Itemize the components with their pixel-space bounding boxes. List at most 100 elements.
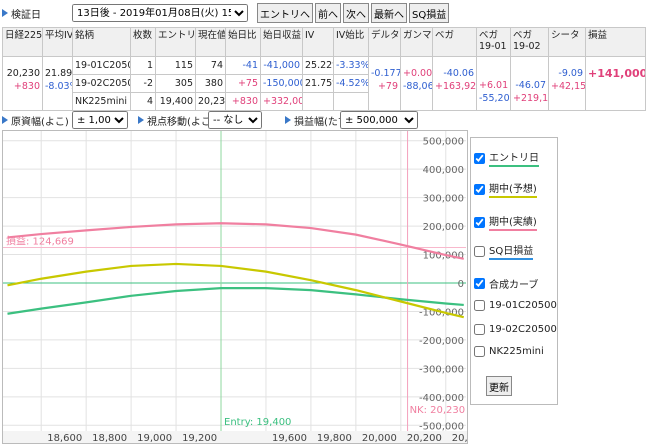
summary-value: +163,927 (435, 81, 477, 92)
x-tick-label: 19,200 (182, 433, 217, 444)
legend-item[interactable]: エントリ日 (474, 149, 539, 167)
positions-table: 日経225 平均IV 銘柄 枚数 エントリ 現在値 始日比 始日収益 IV IV始比 デルタ ガンマベ… (2, 27, 646, 111)
table-cell: -3.33% (333, 56, 369, 75)
x-tick-label: 19,600 (272, 433, 307, 444)
control-label: 原資幅(よこ) (11, 116, 69, 128)
toolbar-button[interactable]: SQ損益 (409, 3, 450, 23)
control-label-wrap: 視点移動(よこ) (138, 112, 215, 128)
header-cell: 平均IV (42, 27, 73, 57)
y-tick-label: 500,000 (423, 137, 464, 148)
date-select[interactable]: 13日後 - 2019年01月08日(火) 15:15 NK:20230 (72, 4, 248, 22)
summary-value: +141,000 (588, 67, 646, 80)
summary-value: -0.177 (371, 68, 401, 79)
y-tick-label: -200,000 (419, 336, 464, 347)
legend: エントリ日期中(予想) 期中(実績) SQ日損益合成カーブ 19-01C20500 19… (470, 137, 558, 405)
summary-value: -9.09 (558, 68, 583, 79)
table-cell: 21.75% (302, 74, 334, 93)
summary-cell: +6.01 -55,207 (476, 56, 511, 111)
header-cell: シータ (548, 27, 586, 57)
toolbar-button[interactable]: エントリへ (257, 3, 313, 23)
table-cell: +75 (225, 74, 261, 93)
summary-value: +79 (377, 81, 398, 92)
header-cell: デルタ (368, 27, 401, 57)
toolbar-button[interactable]: 次へ (343, 3, 369, 23)
x-tick-label: 20,200 (407, 433, 442, 444)
header-cell: ベガ 19-02 (510, 27, 549, 57)
triangle-icon (2, 116, 8, 124)
summary-cell: -46.07 +219,134 (510, 56, 549, 111)
table-cell: -41 (225, 56, 261, 75)
legend-checkbox[interactable] (474, 346, 485, 357)
summary-value: +0.0099 (403, 68, 433, 79)
x-tick-label: 20,40 (452, 433, 468, 444)
series-line (7, 222, 464, 260)
label-strip (3, 431, 467, 443)
control-select[interactable]: ± 500,000 (340, 111, 418, 129)
header-line: 19-01 (479, 41, 507, 52)
header-cell: 始日収益 (260, 27, 303, 57)
table-cell: 305 (155, 74, 196, 93)
summary-value: -46.07 (515, 80, 546, 91)
y-tick-label: 300,000 (423, 194, 464, 205)
header-line: 19-02 (513, 41, 541, 52)
legend-label: 19-01C20500 (489, 300, 557, 311)
x-tick-label: 19,000 (137, 433, 172, 444)
summary-value: +42,158 (551, 81, 585, 92)
date-label-wrap: 検証日 (2, 5, 41, 21)
header-cell: ベガ (432, 27, 477, 57)
date-label: 検証日 (11, 9, 41, 21)
table-cell: -41,000 (260, 56, 303, 75)
toolbar-button[interactable]: 最新へ (371, 3, 407, 23)
table-row: 19-02C20500-2305380+75-150,00021.75%-4.5… (3, 74, 646, 93)
legend-item[interactable]: 19-02C20500 (474, 324, 557, 335)
header-cell: ベガ 19-01 (476, 27, 511, 57)
y-tick-label: -300,000 (419, 364, 464, 375)
summary-cell: +0.0099 -88,067 (400, 56, 433, 111)
legend-item[interactable]: SQ日損益 (474, 242, 534, 260)
summary-cell: -0.177 +79 (368, 56, 401, 111)
legend-checkbox[interactable] (474, 300, 485, 311)
update-button[interactable]: 更新 (486, 376, 512, 396)
table-cell: 4 (130, 92, 156, 111)
header-cell: エントリ (155, 27, 196, 57)
control-select[interactable]: ± 1,000 (72, 111, 128, 129)
legend-checkbox[interactable] (474, 278, 485, 289)
control-select[interactable]: -- なし -- (208, 111, 262, 129)
legend-item[interactable]: 19-01C20500 (474, 300, 557, 311)
legend-checkbox[interactable] (474, 183, 485, 195)
legend-checkbox[interactable] (474, 216, 485, 228)
legend-item[interactable]: 期中(実績) (474, 213, 537, 231)
table-cell: 74 (195, 56, 226, 75)
table-cell (333, 92, 369, 111)
series-line (7, 262, 465, 319)
table-cell: 25.22% (302, 56, 334, 75)
legend-label: 期中(実績) (489, 213, 537, 231)
summary-value: +6.01 (479, 80, 509, 91)
table-cell: 19,400 (155, 92, 196, 111)
legend-checkbox[interactable] (474, 324, 485, 335)
summary-cell: -40.06 +163,927 (432, 56, 477, 111)
nk-label: NK: 20,230 (410, 405, 466, 416)
header-cell: 日経225 (2, 27, 43, 57)
y-tick-label: -500,000 (419, 421, 464, 432)
legend-item[interactable]: 合成カーブ (474, 276, 538, 291)
summary-cell: 20,230 +830 (2, 56, 43, 111)
table-cell: 20,230 (195, 92, 226, 111)
legend-item[interactable]: 期中(予想) (474, 180, 537, 198)
y-tick-label: 400,000 (423, 165, 464, 176)
summary-cell: +141,000 (585, 56, 646, 111)
legend-checkbox[interactable] (474, 245, 485, 257)
table-cell: -4.52% (333, 74, 369, 93)
toolbar-button[interactable]: 前へ (315, 3, 341, 23)
table-cell: -150,000 (260, 74, 303, 93)
header-cell: 銘柄 (72, 27, 131, 57)
legend-item[interactable]: NK225mini (474, 346, 544, 357)
legend-checkbox[interactable] (474, 152, 485, 164)
y-tick-label: -400,000 (419, 393, 464, 404)
pnl-label: 損益: 124,669 (6, 235, 74, 248)
header-cell: 枚数 (130, 27, 156, 57)
summary-value: +219,134 (513, 93, 549, 104)
table-cell: +332,000 (260, 92, 303, 111)
header-cell: 現在値 (195, 27, 226, 57)
